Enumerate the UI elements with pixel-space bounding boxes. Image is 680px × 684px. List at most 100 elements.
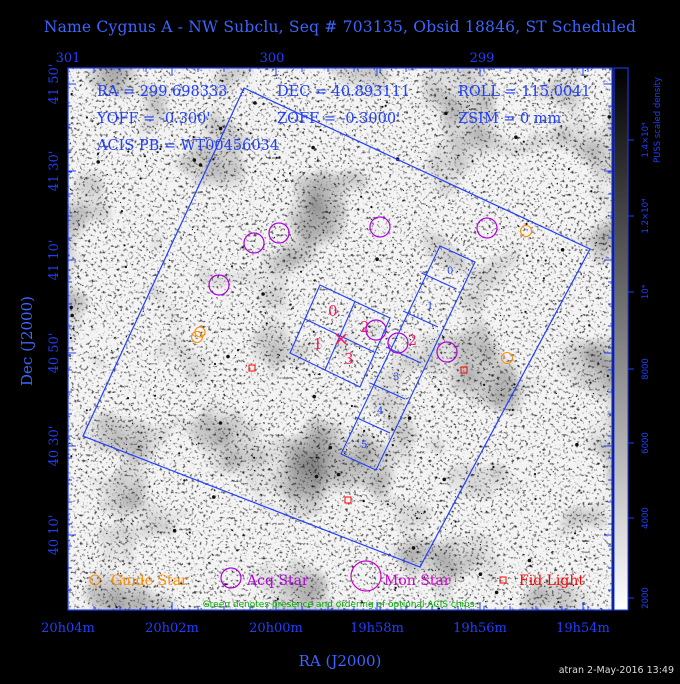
star-dot [254,381,256,383]
star-dot [533,473,537,476]
star-dot [247,256,249,258]
star-dot [318,373,321,376]
star-dot [278,156,281,159]
star-dot [314,374,316,376]
star-dot [236,349,240,352]
star-dot [178,452,181,455]
star-dot [349,358,351,360]
star-dot [405,172,407,174]
star-dot [278,354,281,356]
star-dot [587,394,589,396]
star-dot [87,555,89,557]
acis-s-chip-5: 5 [361,440,367,451]
star-dot [558,506,560,508]
star-dot [192,135,195,139]
star-dot [218,259,220,261]
star-dot [318,447,320,449]
star-dot [592,535,594,537]
star-dot [347,219,349,221]
star-dot [594,378,597,380]
star-dot [118,541,121,543]
x-tick-label: 20h04m [41,621,95,636]
fid-light [248,364,256,372]
star-dot [225,212,227,214]
star-dot [208,561,210,564]
star-dot [169,259,171,261]
star-dot [593,115,595,117]
colorbar [613,67,629,611]
star-dot [576,68,578,70]
star-dot [149,251,151,253]
star-dot [123,244,126,247]
star-dot [557,189,559,191]
star-dot [303,128,305,130]
star-dot [364,92,367,94]
star-dot [324,176,326,178]
star-dot [70,188,72,190]
star-dot [487,185,489,187]
star-dot [542,277,546,280]
star-dot [579,249,581,251]
info-roll: ROLL = 115.0041 [458,84,591,100]
star-dot [214,591,216,593]
star-dot [82,554,84,556]
star-dot [380,153,382,155]
star-dot [149,368,151,371]
star-dot [363,429,366,432]
star-dot [450,330,452,332]
star-dot [338,565,340,567]
star-dot [583,558,587,561]
star-dot [586,542,588,545]
star-dot [311,480,313,482]
star-dot [99,108,101,110]
fid-lights [248,364,468,504]
y-tick-label: 40 30' [47,426,62,467]
star-dot [114,190,116,193]
star-dot [172,112,174,114]
star-dot [521,388,523,390]
star-dot [93,77,95,80]
star-dot [288,75,290,77]
star-dot [462,280,464,282]
fid-light [344,496,352,504]
star-dot [530,272,532,274]
star-dot [256,438,258,440]
star-dot [84,178,86,180]
star-dot [243,314,245,316]
star-dot [74,485,76,487]
star-dot [289,303,292,306]
star-dot [417,595,419,597]
star-dot [351,130,353,132]
star-dot [221,145,223,148]
star-dot [154,377,156,379]
star-dot [581,523,583,525]
star-dot [587,289,590,291]
y-labels: 41 50' 41 30' 41 10' 40 50' 40 30' 40 10… [47,64,62,556]
y-tick-label: 41 50' [47,64,62,105]
info-zsim: ZSIM = 0 mm [458,111,562,127]
star-dot [119,187,121,189]
star-dot [528,205,530,207]
y-tick-label: 41 10' [47,240,62,281]
star-dot [222,199,224,201]
star-dot [558,132,560,134]
star-dot [600,352,602,355]
star-dot [164,379,166,381]
star-dot [499,406,501,408]
star-dot [355,552,357,555]
star-dot [584,70,586,72]
star-dot [583,163,585,165]
star-dot [237,128,240,131]
star-dot [359,518,361,521]
star-dot [454,520,457,523]
star-dot [215,592,217,594]
star-dot [136,101,138,103]
star-dot [85,116,88,119]
star-dot [337,183,339,185]
star-dot [192,158,197,162]
star-dot [113,391,115,393]
star-dot [532,247,534,250]
star-dot [215,132,217,134]
star-dot [537,383,539,385]
